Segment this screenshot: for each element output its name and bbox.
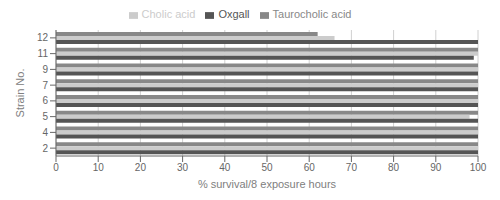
svg-text:10: 10 [93, 162, 105, 173]
svg-text:5: 5 [42, 111, 48, 122]
svg-text:20: 20 [135, 162, 147, 173]
svg-text:12: 12 [37, 32, 49, 43]
svg-text:60: 60 [304, 162, 316, 173]
svg-text:9: 9 [42, 64, 48, 75]
svg-text:2: 2 [42, 143, 48, 154]
svg-text:50: 50 [261, 162, 273, 173]
svg-text:Strain No.: Strain No. [14, 69, 26, 118]
svg-text:30: 30 [177, 162, 189, 173]
svg-text:80: 80 [388, 162, 400, 173]
svg-text:100: 100 [470, 162, 487, 173]
svg-text:70: 70 [346, 162, 358, 173]
svg-text:40: 40 [219, 162, 231, 173]
svg-text:7: 7 [42, 80, 48, 91]
html-text:Taurocholic acid: Taurocholic acid [272, 8, 352, 20]
svg-text:% survival/8 exposure hours: % survival/8 exposure hours [198, 178, 337, 190]
svg-text:0: 0 [53, 162, 59, 173]
svg-text:90: 90 [430, 162, 442, 173]
html-text:Cholic acid: Cholic acid [141, 8, 196, 20]
svg-text:11: 11 [38, 48, 49, 59]
html-text:Oxgall: Oxgall [218, 8, 250, 20]
svg-text:4: 4 [42, 127, 48, 138]
svg-text:6: 6 [42, 95, 48, 106]
